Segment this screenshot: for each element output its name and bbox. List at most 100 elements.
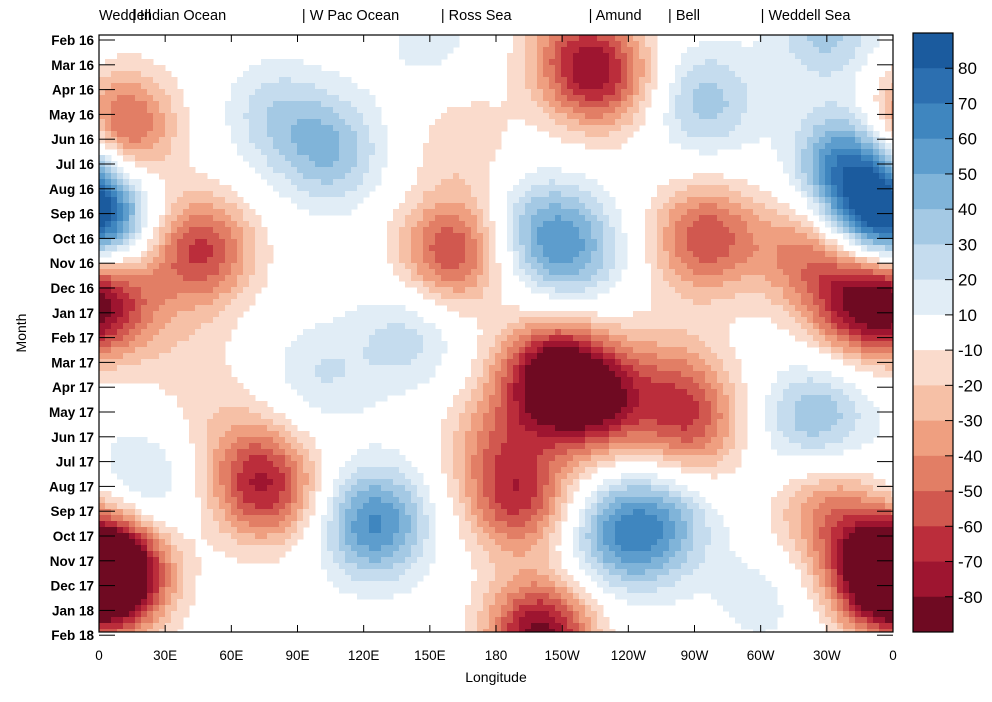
field-cell <box>321 407 328 414</box>
field-cell <box>111 593 118 600</box>
field-cell <box>393 551 400 558</box>
field-cell <box>417 167 424 174</box>
field-cell <box>243 257 250 264</box>
field-cell <box>171 233 178 240</box>
field-cell <box>261 95 268 102</box>
field-cell <box>423 47 430 54</box>
field-cell <box>267 449 274 456</box>
field-cell <box>249 431 256 438</box>
field-cell <box>393 389 400 396</box>
field-cell <box>357 527 364 534</box>
field-cell <box>141 347 148 354</box>
field-cell <box>339 137 346 144</box>
field-cell <box>129 299 136 306</box>
field-cell <box>99 503 106 510</box>
field-cell <box>441 251 448 258</box>
field-cell <box>345 407 352 414</box>
field-cell <box>303 467 310 474</box>
field-cell <box>129 455 136 462</box>
field-cell <box>459 239 466 246</box>
field-cell <box>369 347 376 354</box>
field-cell <box>555 323 562 330</box>
field-cell <box>513 203 520 210</box>
field-cell <box>123 629 130 632</box>
field-cell <box>363 329 370 336</box>
field-cell <box>471 209 478 216</box>
field-cell <box>393 521 400 528</box>
field-cell <box>219 521 226 528</box>
field-cell <box>357 305 364 312</box>
field-cell <box>225 413 232 420</box>
field-cell <box>423 527 430 534</box>
field-cell <box>555 53 562 60</box>
field-cell <box>495 551 502 558</box>
field-cell <box>225 401 232 408</box>
field-cell <box>135 95 142 102</box>
field-cell <box>531 89 538 96</box>
field-cell <box>141 71 148 78</box>
field-cell <box>129 281 136 288</box>
field-cell <box>207 473 214 480</box>
field-cell <box>555 365 562 372</box>
field-cell <box>333 125 340 132</box>
field-cell <box>129 119 136 126</box>
field-cell <box>465 269 472 276</box>
field-cell <box>159 551 166 558</box>
field-cell <box>447 263 454 270</box>
field-cell <box>483 521 490 528</box>
field-cell <box>249 233 256 240</box>
field-cell <box>195 377 202 384</box>
field-cell <box>123 203 130 210</box>
field-cell <box>159 95 166 102</box>
field-cell <box>201 437 208 444</box>
field-cell <box>429 161 436 168</box>
field-cell <box>525 605 532 612</box>
field-cell <box>549 521 556 528</box>
field-cell <box>321 353 328 360</box>
field-cell <box>549 389 556 396</box>
field-cell <box>411 191 418 198</box>
field-cell <box>531 197 538 204</box>
field-cell <box>507 593 514 600</box>
field-cell <box>219 425 226 432</box>
field-cell <box>225 515 232 522</box>
field-cell <box>405 353 412 360</box>
field-cell <box>231 203 238 210</box>
field-cell <box>363 527 370 534</box>
field-cell <box>141 527 148 534</box>
field-cell <box>219 539 226 546</box>
field-cell <box>465 305 472 312</box>
field-cell <box>219 275 226 282</box>
field-cell <box>291 527 298 534</box>
field-cell <box>201 197 208 204</box>
field-cell <box>537 617 544 624</box>
field-cell <box>243 497 250 504</box>
field-cell <box>189 317 196 324</box>
field-cell <box>375 515 382 522</box>
field-cell <box>513 419 520 426</box>
field-cell <box>531 203 538 210</box>
field-cell <box>351 389 358 396</box>
field-cell <box>231 269 238 276</box>
field-cell <box>231 527 238 534</box>
field-cell <box>297 515 304 522</box>
field-cell <box>495 575 502 582</box>
field-cell <box>141 77 148 84</box>
field-cell <box>309 113 316 120</box>
field-cell <box>501 473 508 480</box>
field-cell <box>327 143 334 150</box>
field-cell <box>357 155 364 162</box>
field-cell <box>123 323 130 330</box>
field-cell <box>207 263 214 270</box>
field-cell <box>285 473 292 480</box>
field-cell <box>111 347 118 354</box>
field-cell <box>105 137 112 144</box>
field-cell <box>333 101 340 108</box>
field-cell <box>339 341 346 348</box>
field-cell <box>399 317 406 324</box>
field-cell <box>231 533 238 540</box>
field-cell <box>243 509 250 516</box>
field-cell <box>207 269 214 276</box>
field-cell <box>555 467 562 474</box>
field-cell <box>549 533 556 540</box>
